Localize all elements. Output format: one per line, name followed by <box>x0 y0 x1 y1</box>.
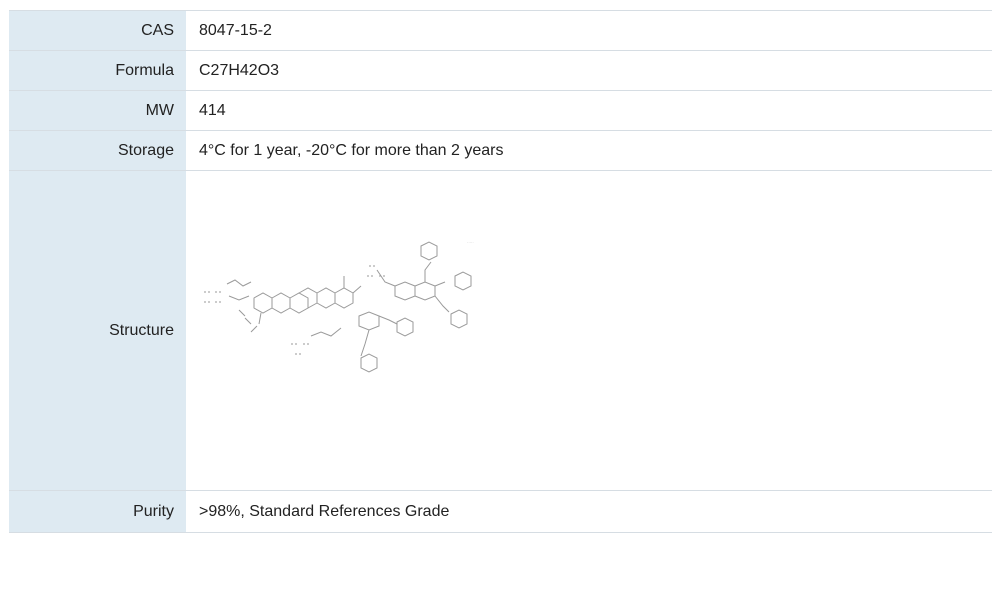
product-spec-table: CAS 8047-15-2 Formula C27H42O3 MW 414 St… <box>9 10 992 533</box>
row-label: Structure <box>9 170 186 491</box>
table-row-purity: Purity >98%, Standard References Grade <box>9 490 992 533</box>
table-row-formula: Formula C27H42O3 <box>9 50 992 91</box>
svg-text:·····: ····· <box>467 240 474 245</box>
chemical-structure-image: ····· <box>199 240 474 426</box>
row-label: Formula <box>9 50 186 91</box>
row-value: 4°C for 1 year, -20°C for more than 2 ye… <box>186 130 992 171</box>
row-value: 414 <box>186 90 992 131</box>
row-label: CAS <box>9 10 186 51</box>
row-label: MW <box>9 90 186 131</box>
row-value: C27H42O3 <box>186 50 992 91</box>
table-row-cas: CAS 8047-15-2 <box>9 10 992 51</box>
row-value: ····· <box>186 170 992 491</box>
table-row-structure: Structure <box>9 170 992 491</box>
table-row-mw: MW 414 <box>9 90 992 131</box>
row-label: Purity <box>9 490 186 533</box>
row-value: 8047-15-2 <box>186 10 992 51</box>
row-label: Storage <box>9 130 186 171</box>
row-value: >98%, Standard References Grade <box>186 490 992 533</box>
table-row-storage: Storage 4°C for 1 year, -20°C for more t… <box>9 130 992 171</box>
